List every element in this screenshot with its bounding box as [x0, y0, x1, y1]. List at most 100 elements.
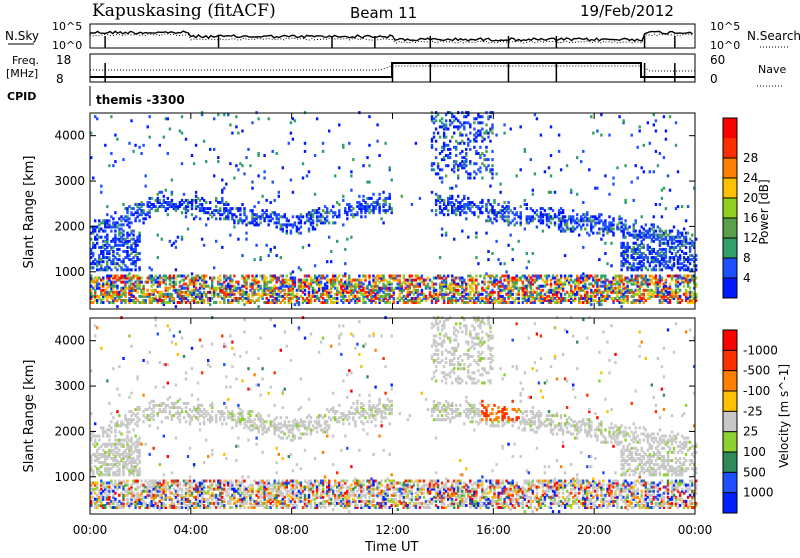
range-cell	[604, 242, 606, 245]
cpid-value: themis -3300	[96, 93, 185, 107]
range-cell	[314, 264, 316, 267]
range-cell	[378, 193, 380, 196]
range-cell	[558, 134, 560, 137]
range-cell	[304, 289, 306, 292]
range-cell	[126, 498, 128, 501]
range-cell	[120, 433, 122, 436]
freq-label-1: Freq.	[12, 54, 39, 67]
range-cell	[241, 254, 243, 257]
range-cell	[419, 197, 421, 200]
range-cell	[495, 240, 497, 243]
range-cell	[261, 195, 263, 198]
range-cell	[324, 205, 326, 208]
range-cell	[421, 275, 423, 278]
range-cell	[334, 174, 336, 177]
range-cell	[677, 205, 679, 208]
colorbar-segment	[723, 138, 737, 158]
range-cell	[302, 162, 304, 165]
range-cell	[195, 283, 197, 286]
range-cell	[620, 268, 622, 271]
range-cell	[251, 283, 253, 286]
range-cell	[227, 209, 229, 212]
range-cell	[130, 238, 132, 241]
range-cell	[140, 152, 142, 155]
range-cell	[118, 453, 120, 456]
range-cell	[106, 291, 108, 294]
range-cell	[294, 277, 296, 280]
range-cell	[175, 281, 177, 284]
range-cell	[624, 164, 626, 167]
range-cell	[653, 113, 655, 116]
range-cell	[98, 439, 100, 442]
range-cell	[689, 275, 691, 278]
range-cell	[342, 195, 344, 198]
range-cell	[130, 230, 132, 233]
noise-left-label: N.Sky	[5, 29, 39, 43]
range-cell	[457, 201, 459, 204]
range-cell	[360, 203, 362, 206]
range-cell	[167, 117, 169, 120]
range-cell	[493, 209, 495, 212]
beam-label: Beam 11	[350, 4, 417, 22]
range-cell	[96, 260, 98, 263]
range-cell	[487, 158, 489, 161]
range-cell	[179, 275, 181, 278]
range-cell	[477, 215, 479, 218]
range-cell	[106, 250, 108, 253]
range-cell	[130, 299, 132, 302]
range-cell	[169, 240, 171, 243]
colorbar-segment	[723, 238, 737, 258]
range-cell	[199, 217, 201, 220]
range-cell	[370, 197, 372, 200]
range-cell	[284, 301, 286, 304]
range-cell	[219, 279, 221, 282]
range-cell	[495, 275, 497, 278]
range-cell	[342, 199, 344, 202]
range-cell	[544, 275, 546, 278]
range-cell	[657, 164, 659, 167]
range-cell	[118, 504, 120, 507]
range-cell	[364, 301, 366, 304]
range-cell	[203, 140, 205, 143]
range-cell	[118, 486, 120, 489]
range-cell	[286, 275, 288, 278]
range-cell	[560, 293, 562, 296]
range-cell	[439, 205, 441, 208]
range-cell	[691, 234, 693, 237]
range-cell	[257, 281, 259, 284]
range-cell	[181, 236, 183, 239]
range-cell	[435, 289, 437, 292]
range-cell	[491, 205, 493, 208]
range-cell	[253, 258, 255, 261]
range-cell	[582, 201, 584, 204]
range-cell	[441, 228, 443, 231]
range-cell	[616, 287, 618, 290]
range-cell	[457, 289, 459, 292]
range-cell	[653, 215, 655, 218]
range-cell	[171, 191, 173, 194]
range-cell	[397, 283, 399, 286]
freq-label-2: [MHz]	[6, 67, 38, 80]
range-cell	[292, 215, 294, 218]
range-cell	[239, 287, 241, 290]
range-cell	[493, 291, 495, 294]
range-cell	[237, 238, 239, 241]
range-cell	[169, 128, 171, 131]
range-cell	[481, 177, 483, 180]
range-cell	[481, 297, 483, 300]
range-cell	[227, 277, 229, 280]
range-cell	[592, 215, 594, 218]
range-cell	[463, 279, 465, 282]
range-cell	[209, 207, 211, 210]
range-cell	[205, 223, 207, 226]
range-cell	[675, 121, 677, 124]
range-cell	[445, 113, 447, 116]
range-cell	[637, 177, 639, 180]
range-cell	[592, 226, 594, 229]
range-cell	[451, 136, 453, 139]
range-cell	[610, 264, 612, 267]
range-cell	[251, 275, 253, 278]
range-cell	[626, 254, 628, 257]
range-cell	[322, 150, 324, 153]
range-cell	[592, 232, 594, 235]
